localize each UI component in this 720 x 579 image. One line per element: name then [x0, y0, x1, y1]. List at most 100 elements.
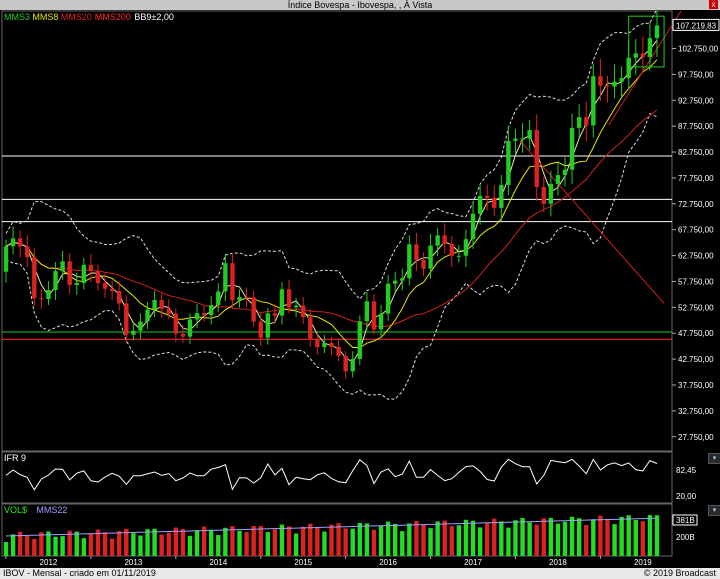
volume-bar: [279, 524, 285, 556]
y-tick-label: 92.750,00: [678, 96, 714, 105]
candle-body: [407, 244, 412, 279]
x-tick-label: 2013: [124, 558, 142, 567]
x-tick-label: 2014: [209, 558, 227, 567]
candle-body: [67, 261, 72, 285]
volume-bar: [456, 525, 462, 556]
candle-body: [484, 195, 490, 198]
copyright: © 2019 Broadcast: [643, 568, 716, 578]
candle-body: [25, 246, 30, 258]
volume-last-box: [672, 514, 698, 526]
candle-body: [194, 313, 200, 320]
volume-legend-item: MMS22: [36, 505, 67, 515]
rsi-reference-value: 20,00: [676, 492, 697, 501]
y-tick-label: 102.750,00: [678, 45, 719, 54]
y-tick-label: 67.750,00: [678, 226, 714, 235]
volume-bar: [414, 520, 419, 556]
volume-bar: [95, 529, 101, 556]
y-tick-label: 72.750,00: [678, 200, 714, 209]
candle-body: [138, 321, 143, 331]
y-tick-label: 37.750,00: [678, 381, 714, 390]
candle-body: [74, 282, 79, 285]
volume-bar: [442, 520, 447, 556]
candle-body: [251, 297, 256, 322]
volume-bar: [308, 523, 313, 556]
candle-body: [640, 53, 646, 57]
candle-body: [584, 117, 589, 126]
candle-body: [598, 76, 603, 86]
volume-bar: [555, 523, 561, 556]
rsi-plot-frame: [1, 451, 673, 504]
candle-body: [39, 298, 44, 300]
candle-body: [435, 235, 440, 246]
volume-bar: [484, 522, 490, 556]
candle-body: [350, 358, 355, 372]
window-title-bar: Índice Bovespa - Ibovespa, , À Vista x: [0, 0, 720, 10]
candle-body: [428, 245, 433, 269]
legend-item: MMS3: [4, 12, 30, 22]
legend-item: MMS20: [61, 12, 92, 22]
candle-body: [3, 246, 9, 272]
candle-body: [10, 238, 16, 247]
candle-body: [647, 38, 653, 57]
volume-bar: [343, 528, 348, 556]
y-tick-label: 82.750,00: [678, 148, 714, 157]
volume-bar: [53, 536, 58, 556]
candle-body: [520, 138, 525, 140]
x-tick-label: 2017: [464, 558, 482, 567]
candle-body: [117, 290, 122, 304]
volume-bar: [371, 529, 377, 556]
volume-bar: [470, 520, 476, 556]
y-tick-label: 52.750,00: [678, 303, 714, 312]
volume-bar: [237, 530, 242, 556]
volume-last-value: 381B: [676, 516, 695, 525]
volume-bar: [477, 527, 483, 556]
candle-body: [46, 290, 51, 300]
rsi-panel-toggle-icon[interactable]: ▾: [708, 453, 720, 464]
candle-body: [109, 288, 115, 291]
candle-body: [88, 264, 94, 272]
volume-bar: [654, 515, 660, 556]
volume-bar: [322, 531, 327, 556]
close-button[interactable]: x: [709, 0, 718, 9]
volume-bar: [541, 518, 546, 556]
y-tick-label: 57.750,00: [678, 277, 714, 286]
candle-body: [414, 244, 419, 260]
candle-body: [371, 301, 377, 330]
volume-bar: [230, 526, 235, 556]
candle-body: [95, 271, 101, 284]
candle-body: [286, 289, 292, 308]
volume-bar: [534, 524, 539, 556]
volume-bar: [32, 538, 37, 556]
volume-bar: [612, 524, 617, 556]
status-bar: IBOV - Mensal - criado em 01/11/2019 © 2…: [0, 568, 720, 579]
volume-bar: [463, 519, 469, 556]
candle-body: [619, 78, 624, 82]
volume-bar: [74, 531, 79, 556]
volume-bar: [293, 533, 299, 556]
y-tick-label: 42.750,00: [678, 355, 714, 364]
candle-body: [216, 291, 221, 306]
x-tick-label: 2016: [379, 558, 397, 567]
y-tick-label: 77.750,00: [678, 174, 714, 183]
volume-bar: [315, 527, 320, 556]
candle-body: [527, 130, 532, 139]
candle-body: [555, 175, 561, 184]
candle-body: [201, 313, 207, 316]
candle-body: [357, 321, 362, 359]
volume-panel-toggle-icon[interactable]: ▾: [708, 505, 720, 516]
candle-body: [626, 57, 631, 79]
volume-bar: [187, 535, 193, 556]
volume-bar: [124, 528, 129, 556]
trend-line: [519, 140, 665, 304]
volume-bar: [633, 520, 638, 556]
volume-bar: [378, 525, 384, 556]
candle-body: [456, 255, 462, 257]
candle-body: [470, 213, 476, 240]
candle-body: [159, 300, 164, 309]
volume-bar: [209, 529, 214, 556]
candle-body: [322, 342, 327, 348]
volume-bar: [25, 535, 30, 556]
volume-bar: [223, 527, 228, 556]
candle-body: [81, 264, 87, 283]
